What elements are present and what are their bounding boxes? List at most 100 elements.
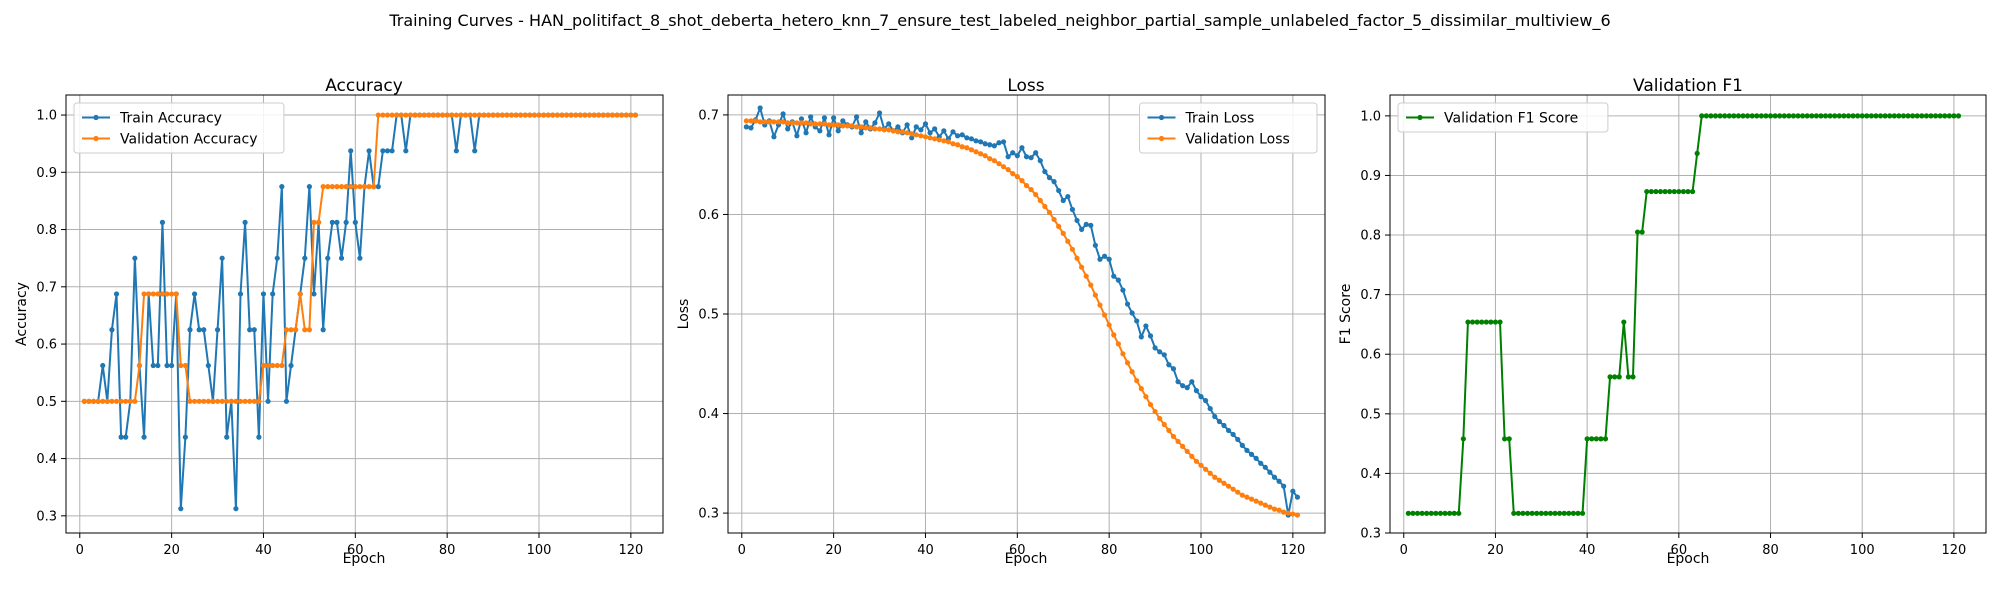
validation-f1-score-point: [1492, 319, 1499, 325]
validation-loss-point: [1157, 415, 1163, 422]
train-accuracy-point: [302, 255, 308, 261]
validation-f1-score-point: [1469, 319, 1476, 325]
accuracy-y-tick-label: 0.4: [36, 452, 57, 467]
train-accuracy-point: [150, 362, 156, 369]
validation-f1-score-point: [1937, 113, 1943, 119]
train-accuracy-point: [366, 148, 372, 154]
validation-f1-x-tick-label: 120: [1941, 543, 1966, 558]
train-accuracy-point: [380, 148, 386, 154]
train-loss-point: [941, 128, 947, 134]
validation-accuracy-point: [577, 112, 583, 118]
validation-f1-score-point: [1442, 510, 1448, 516]
train-loss-point: [1138, 334, 1144, 340]
loss-y-axis-label: Loss: [676, 299, 692, 330]
train-accuracy-point: [389, 148, 395, 154]
train-loss-point: [1253, 455, 1259, 461]
train-loss-point: [1248, 451, 1255, 457]
validation-f1-score-point: [1547, 510, 1554, 516]
validation-loss-point: [1143, 394, 1149, 400]
validation-accuracy-point: [449, 112, 455, 118]
validation-loss-point: [1258, 500, 1264, 506]
validation-loss-point: [1235, 489, 1241, 495]
validation-loss-point: [1248, 496, 1255, 502]
train-accuracy-point: [196, 327, 202, 333]
validation-accuracy-point: [380, 112, 386, 118]
validation-f1-y-tick-label: 0.7: [1360, 288, 1381, 303]
validation-accuracy-point: [389, 112, 395, 118]
validation-f1-score-point: [1786, 113, 1792, 119]
train-accuracy-point: [279, 184, 285, 190]
validation-loss-point: [1019, 178, 1025, 184]
accuracy-y-tick-label: 0.3: [36, 509, 57, 524]
validation-accuracy-point: [187, 398, 193, 404]
validation-accuracy-point: [619, 112, 625, 118]
accuracy-y-tick-label: 0.6: [36, 338, 57, 353]
train-loss-point: [1023, 154, 1030, 160]
accuracy-x-tick-label: 120: [618, 543, 643, 558]
validation-accuracy-point: [439, 112, 446, 118]
train-loss-point: [1037, 158, 1043, 164]
train-loss-point: [927, 130, 933, 136]
validation-f1-legend: Validation F1 Score: [1397, 102, 1609, 133]
validation-accuracy-point: [293, 327, 299, 333]
validation-loss-point: [918, 133, 924, 139]
validation-f1-score-point: [1795, 113, 1801, 119]
validation-f1-score-point: [1648, 188, 1654, 195]
validation-f1-score-point: [1822, 113, 1829, 119]
train-loss-point: [1000, 139, 1007, 145]
validation-f1-score-point: [1447, 510, 1453, 516]
validation-loss-point: [1175, 438, 1181, 445]
train-accuracy-point: [270, 291, 276, 297]
validation-accuracy-point: [527, 112, 533, 118]
validation-loss-point: [785, 120, 791, 126]
validation-accuracy-point: [518, 112, 524, 118]
validation-f1-y-tick-label: 0.3: [1360, 527, 1381, 542]
validation-f1-score-point: [1809, 113, 1815, 119]
validation-loss-point: [950, 141, 956, 147]
validation-accuracy-point: [100, 398, 106, 404]
validation-f1-score-point: [1676, 188, 1682, 195]
validation-f1-x-tick-label: 0: [1400, 543, 1408, 558]
validation-f1-score-point: [1735, 113, 1742, 119]
validation-f1-y-axis-label: F1 Score: [1338, 284, 1354, 345]
validation-loss-point: [840, 123, 846, 129]
train-accuracy-point: [352, 219, 358, 225]
train-loss-point: [1143, 323, 1149, 329]
validation-loss-point: [1000, 164, 1007, 170]
validation-f1-score-point: [1850, 113, 1856, 119]
validation-f1-score-point: [1456, 510, 1462, 516]
train-loss-point: [1290, 488, 1296, 494]
validation-loss-point: [1111, 332, 1117, 338]
validation-loss-point: [853, 124, 860, 130]
validation-loss-point: [1138, 386, 1144, 392]
validation-f1-score-point: [1680, 188, 1687, 195]
train-accuracy-point: [357, 255, 363, 261]
validation-f1-score-point: [1625, 374, 1631, 380]
validation-loss-point: [821, 121, 828, 127]
validation-f1-score-point: [1616, 374, 1622, 380]
validation-accuracy-point: [127, 398, 133, 404]
train-loss-point: [1051, 179, 1057, 185]
validation-accuracy-point: [334, 184, 340, 190]
train-accuracy-point: [283, 398, 290, 404]
validation-accuracy-point: [233, 398, 239, 404]
validation-f1-y-tick-label: 0.5: [1360, 407, 1381, 422]
validation-f1-score-point: [1942, 113, 1948, 119]
accuracy-y-tick-label: 0.5: [36, 395, 57, 410]
accuracy-x-tick-label: 20: [163, 543, 180, 558]
train-loss-point: [1069, 206, 1076, 213]
train-accuracy-point: [182, 434, 188, 440]
train-loss-point: [1170, 366, 1177, 372]
validation-f1-score-point: [1405, 510, 1411, 516]
validation-accuracy-point: [545, 112, 551, 118]
validation-loss-point: [987, 156, 993, 162]
train-loss-point: [1189, 379, 1195, 385]
validation-accuracy-point: [632, 112, 639, 118]
train-loss-point: [977, 139, 984, 145]
train-loss-point: [982, 141, 988, 147]
validation-f1-score-point: [1570, 510, 1576, 516]
validation-accuracy-point: [394, 112, 400, 118]
train-accuracy-point: [178, 506, 184, 512]
validation-loss-point: [762, 119, 768, 125]
